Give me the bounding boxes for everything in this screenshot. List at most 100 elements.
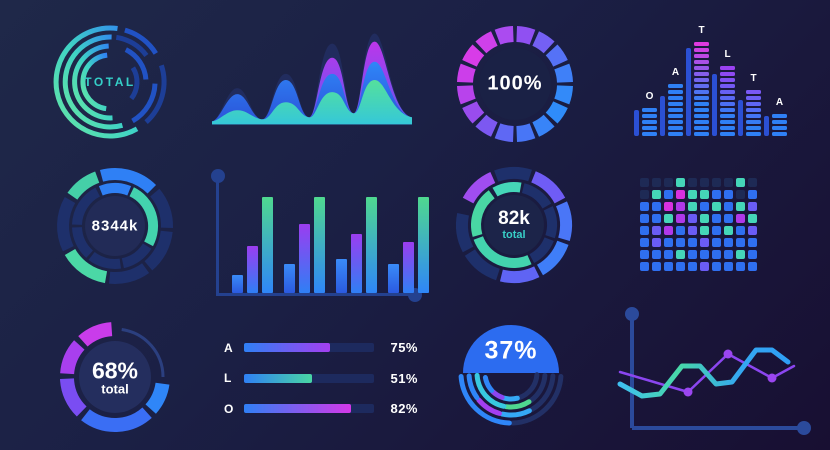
hbar-track <box>244 404 374 413</box>
arc-segment <box>473 236 532 268</box>
eq-segment <box>720 72 735 76</box>
matrix-cell <box>676 262 685 271</box>
eq-letter: O <box>645 91 654 102</box>
arc-segment <box>532 31 555 54</box>
arc-segment <box>476 397 502 416</box>
hbar-row: L 51% <box>224 371 418 386</box>
teal-line <box>617 347 791 399</box>
matrix-cell <box>640 214 649 223</box>
matrix-cell <box>652 214 661 223</box>
eq-column: L <box>720 49 735 136</box>
arc-segment <box>529 237 554 264</box>
hbar-label: O <box>224 401 234 416</box>
matrix-cell <box>664 178 673 187</box>
eq-segment <box>694 90 709 94</box>
eq-segment <box>694 54 709 58</box>
eq-segment <box>746 90 761 94</box>
hbar-row: O 82% <box>224 401 418 416</box>
arc-segment <box>64 248 108 284</box>
matrix-cell <box>700 178 709 187</box>
eq-segment <box>694 84 709 88</box>
eq-segment <box>694 108 709 112</box>
total-arcs-chart <box>53 25 167 139</box>
eq-segment <box>668 126 683 130</box>
bar <box>284 264 295 293</box>
matrix-cell <box>736 262 745 271</box>
matrix-cell <box>748 226 757 235</box>
eq-segment <box>772 126 787 130</box>
hbar-track <box>244 343 374 352</box>
arc-segment <box>516 372 540 401</box>
matrix-cell <box>748 214 757 223</box>
eq-segment <box>668 132 683 136</box>
arc-segment <box>98 183 132 196</box>
eq-segment <box>772 120 787 124</box>
arc-segment <box>67 171 100 200</box>
bar <box>314 197 325 293</box>
arc-segment <box>72 226 94 258</box>
matrix-cell <box>712 250 721 259</box>
matrix-cell <box>652 250 661 259</box>
matrix-cell <box>724 190 733 199</box>
arc-segment <box>60 340 85 375</box>
donut-68-sublabel: total <box>101 381 129 397</box>
arc-segment <box>471 190 495 237</box>
eq-segment <box>746 108 761 112</box>
arc-segment <box>501 395 520 402</box>
wave-area-widget <box>212 30 412 132</box>
donut-center <box>479 48 551 120</box>
arc-segment <box>124 27 158 55</box>
arc-segment <box>72 187 101 226</box>
arc-segment <box>494 166 532 182</box>
arc-segment <box>78 322 113 347</box>
matrix-cell <box>736 238 745 247</box>
arc-segment <box>115 34 149 58</box>
eq-segment <box>642 132 657 136</box>
eq-segment <box>694 60 709 64</box>
matrix-cell <box>700 214 709 223</box>
matrix-cell <box>688 226 697 235</box>
arc-segment <box>462 172 496 204</box>
arc-segment <box>528 372 548 403</box>
arc-segment <box>150 188 174 228</box>
eq-segment <box>668 90 683 94</box>
hbar-fill <box>244 343 330 352</box>
axis-dot <box>797 421 811 435</box>
eq-column: T <box>694 25 709 136</box>
matrix-cell <box>664 226 673 235</box>
arc-segment <box>554 85 573 105</box>
matrix-cell <box>640 178 649 187</box>
wave-area-chart <box>212 33 412 125</box>
arc-segment <box>80 52 108 112</box>
bar <box>418 197 429 293</box>
eq-segment <box>720 90 735 94</box>
hbar-label: A <box>224 340 233 355</box>
hbar-value: 51% <box>390 370 418 386</box>
arc-segment <box>145 382 170 414</box>
eq-segment <box>746 114 761 118</box>
half-donut-37-chart <box>458 325 564 426</box>
bar <box>336 259 347 293</box>
matrix-cell <box>724 202 733 211</box>
donut-8344k-widget: 8344k <box>42 164 188 292</box>
donut-100-widget: 100% <box>443 20 587 154</box>
matrix-cell <box>652 238 661 247</box>
donut-82k-chart <box>455 166 572 283</box>
arc-segment <box>499 266 540 283</box>
eq-segment <box>720 84 735 88</box>
arc-segment <box>144 230 173 271</box>
matrix-cell <box>712 178 721 187</box>
arc-segment <box>81 407 152 432</box>
eq-segment <box>720 102 735 106</box>
eq-segment <box>694 102 709 106</box>
donut-82k-sublabel: total <box>502 229 526 241</box>
line-chart <box>617 307 811 435</box>
total-arcs-widget: TOTAL <box>28 10 188 152</box>
eq-segment <box>668 108 683 112</box>
matrix-cell <box>640 202 649 211</box>
bar <box>403 242 414 293</box>
green-layer <box>212 79 412 125</box>
arc-segment <box>494 26 514 45</box>
matrix-cell <box>676 238 685 247</box>
arc-segment <box>88 251 121 269</box>
